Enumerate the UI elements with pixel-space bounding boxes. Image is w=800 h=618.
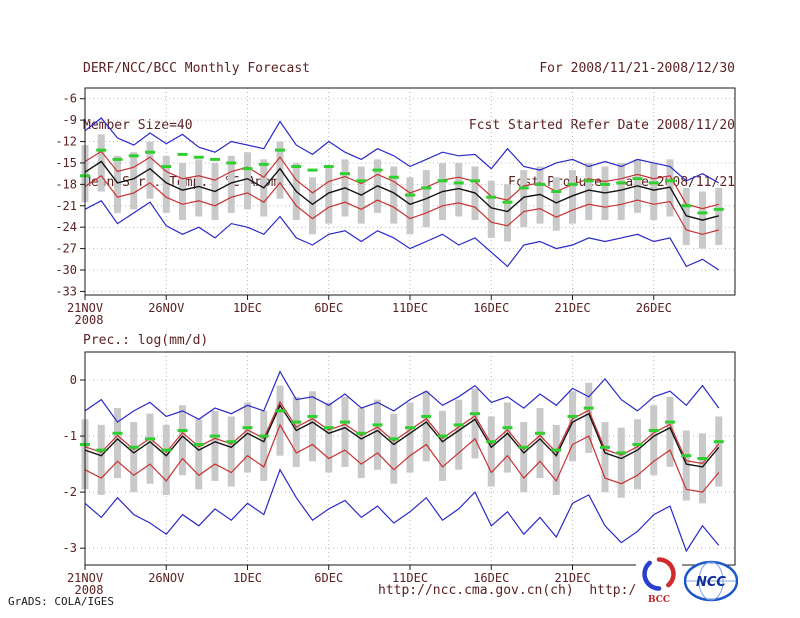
series-ensemble-mean [84,160,719,221]
series-highlight-median [80,406,724,460]
x-tick-label: 21NOV [67,301,103,315]
series-ensemble-max [84,370,720,423]
member-size-label: Member Size=40 [83,118,193,133]
series-upper-quartile [84,150,719,210]
x-tick-label: 21DEC [554,301,590,315]
ncc-logo: NCC [684,560,738,602]
y-tick-label: -3 [63,541,77,555]
bcc-logo-label: BCC [648,595,670,604]
series-highlight-median [80,148,724,215]
y-tick-label: -15 [55,156,77,170]
x-tick-label: 26NOV [148,571,184,585]
y-tick-label: -9 [63,113,77,127]
x-tick-label: 6DEC [314,571,343,585]
x-tick-label: 11DEC [392,301,428,315]
ncc-logo-label: NCC [696,575,726,590]
prec-panel-title: Prec.: log(mm/d) [83,333,209,348]
ensemble-spread-bars [81,382,723,504]
y-tick-label: -21 [55,199,77,213]
x-tick-label: 6DEC [314,301,343,315]
x-tick-label: 26NOV [148,301,184,315]
series-ensemble-max [84,117,720,184]
series-ensemble-min [84,468,720,553]
page-title: DERF/NCC/BCC Monthly Forecast [83,61,310,76]
bcc-logo-red-swirl [656,557,676,588]
grads-credit: GrADS: COLA/IGES [8,595,114,608]
x-tick-sublabel: 2008 [75,313,104,327]
series-ensemble-min [84,200,720,271]
x-tick-label: 21NOV [67,571,103,585]
bcc-logo: BCC [636,556,682,604]
forecast-range-label: For 2008/11/21-2008/12/30 [539,61,735,76]
series-lower-quartile [84,423,720,493]
y-tick-label: -18 [55,177,77,191]
series-upper-quartile [84,400,720,465]
y-tick-label: -27 [55,242,77,256]
x-tick-sublabel: 2008 [75,583,104,597]
x-tick-label: 26DEC [636,301,672,315]
bcc-logo-blue-swirl [642,560,662,591]
y-tick-label: -6 [63,92,77,106]
x-tick-label: 16DEC [473,301,509,315]
refer-date-label: Fcst Started Refer Date 2008/11/20 [468,118,735,133]
y-tick-label: -1 [63,429,77,443]
x-tick-label: 16DEC [473,571,509,585]
y-tick-label: -24 [55,220,77,234]
y-tick-label: -12 [55,135,77,149]
x-tick-label: 21DEC [554,571,590,585]
series-lower-quartile [84,174,719,235]
y-tick-label: 0 [70,373,77,387]
y-tick-label: -30 [55,263,77,277]
series-ensemble-mean [84,403,720,468]
y-tick-label: -33 [55,284,77,298]
x-tick-label: 1DEC [233,301,262,315]
x-tick-label: 11DEC [392,571,428,585]
y-tick-label: -2 [63,485,77,499]
x-tick-label: 1DEC [233,571,262,585]
